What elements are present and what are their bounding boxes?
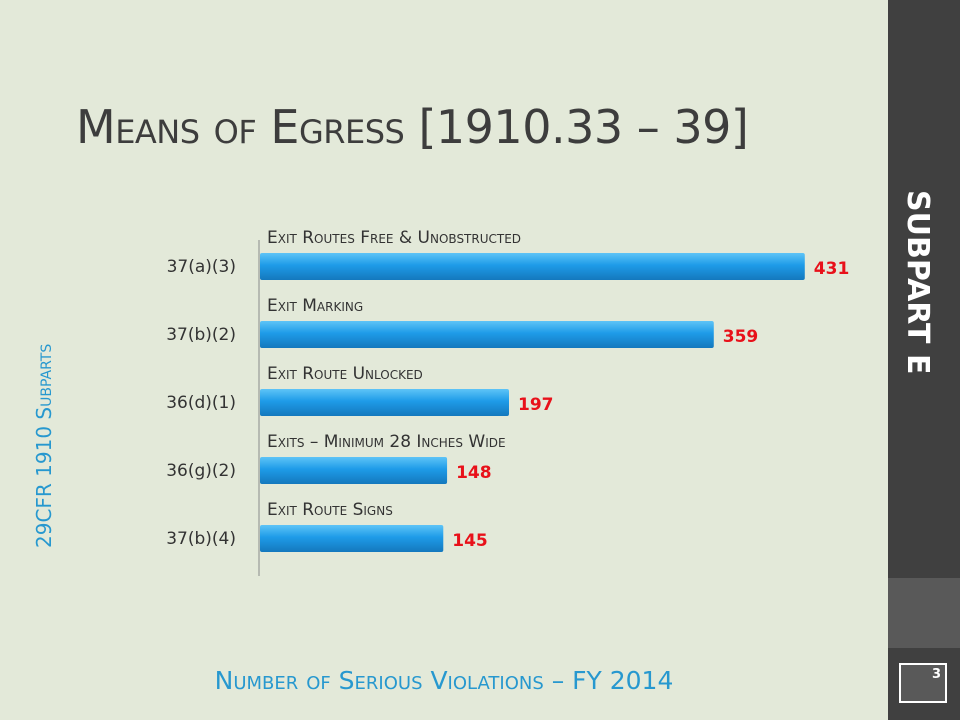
page-number-box: 3 [899,663,947,703]
bar [260,389,510,416]
bar-caption: Exit Marking [267,296,363,316]
category-tick-label: 37(b)(2) [166,325,236,345]
sidebar-top-panel: SUBPART E [888,0,960,578]
bar-caption: Exit Routes Free & Unobstructed [267,228,521,248]
bar-caption: Exit Route Signs [267,500,393,520]
sidebar-label: SUBPART E [900,190,935,375]
value-label: 145 [452,531,488,551]
bar [260,457,448,484]
page-number: 3 [931,667,941,682]
value-label: 148 [456,463,492,483]
bar [260,321,714,348]
value-label: 197 [518,395,554,415]
bar [260,253,805,280]
category-tick-label: 36(d)(1) [166,393,236,413]
sidebar: SUBPART E 3 [888,0,960,720]
value-label: 359 [723,327,759,347]
sidebar-bottom-panel: 3 [888,648,960,720]
slide-title: Means of Egress [1910.33 – 39] [76,100,749,154]
bar-caption: Exits – Minimum 28 Inches Wide [267,432,506,452]
category-tick-label: 37(a)(3) [167,257,236,277]
bar [260,525,444,552]
value-label: 431 [814,259,850,279]
bar-caption: Exit Route Unlocked [267,364,423,384]
category-tick-label: 36(g)(2) [166,461,236,481]
category-tick-label: 37(b)(4) [166,529,236,549]
bottom-caption: Number of Serious Violations – FY 2014 [214,666,674,695]
bar-chart: Exit Routes Free & Unobstructed 37(a)(3) 4… [166,228,850,576]
